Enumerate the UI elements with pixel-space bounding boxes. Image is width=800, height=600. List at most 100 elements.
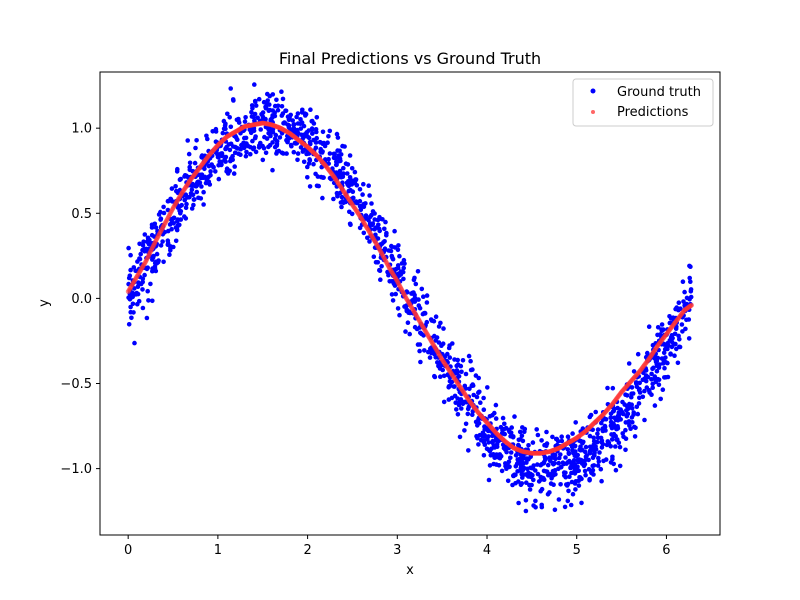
ground-truth-point bbox=[470, 367, 475, 372]
ground-truth-point bbox=[140, 305, 146, 311]
ground-truth-point bbox=[281, 151, 286, 156]
ground-truth-point bbox=[183, 205, 189, 211]
ground-truth-point bbox=[307, 157, 312, 162]
ground-truth-point bbox=[337, 171, 343, 177]
ground-truth-point bbox=[132, 340, 137, 346]
ground-truth-point bbox=[523, 508, 529, 514]
ground-truth-point bbox=[503, 461, 508, 466]
ground-truth-point bbox=[688, 294, 694, 300]
ground-truth-point bbox=[665, 374, 671, 380]
ground-truth-point bbox=[428, 317, 434, 322]
ground-truth-point bbox=[655, 332, 660, 338]
ground-truth-point bbox=[266, 130, 271, 136]
ground-truth-point bbox=[508, 455, 513, 461]
ground-truth-point bbox=[525, 457, 531, 462]
ground-truth-point bbox=[367, 193, 372, 198]
ground-truth-point bbox=[228, 86, 233, 91]
ground-truth-point bbox=[231, 171, 237, 176]
ground-truth-point bbox=[609, 432, 614, 437]
ground-truth-point bbox=[465, 411, 471, 417]
ground-truth-point bbox=[608, 415, 613, 421]
ground-truth-point bbox=[187, 160, 193, 166]
ground-truth-point bbox=[213, 129, 219, 134]
ground-truth-point bbox=[195, 179, 200, 185]
ground-truth-point bbox=[384, 233, 389, 238]
ground-truth-point bbox=[149, 225, 155, 230]
ground-truth-point bbox=[662, 375, 667, 380]
ground-truth-point bbox=[238, 152, 243, 157]
ground-truth-point bbox=[619, 410, 624, 416]
ground-truth-point bbox=[441, 373, 447, 379]
ground-truth-point bbox=[617, 416, 622, 422]
ground-truth-point bbox=[659, 328, 665, 334]
ground-truth-point bbox=[171, 221, 176, 226]
ground-truth-point bbox=[460, 401, 466, 407]
axes-frame bbox=[99, 71, 721, 536]
ground-truth-point bbox=[183, 192, 189, 197]
ground-truth-point bbox=[352, 169, 358, 175]
ground-truth-point bbox=[521, 455, 527, 461]
ground-truth-point bbox=[343, 161, 349, 166]
ground-truth-point bbox=[547, 455, 552, 461]
ground-truth-point bbox=[397, 312, 402, 318]
ground-truth-point bbox=[547, 490, 552, 495]
ground-truth-point bbox=[348, 187, 353, 193]
ground-truth-point bbox=[173, 184, 178, 189]
ground-truth-point bbox=[493, 416, 499, 421]
ground-truth-point bbox=[658, 396, 663, 402]
ground-truth-point bbox=[486, 448, 492, 453]
ground-truth-point bbox=[339, 204, 344, 210]
ground-truth-point bbox=[295, 157, 300, 163]
ground-truth-point bbox=[349, 182, 355, 187]
ground-truth-point bbox=[298, 126, 304, 131]
ground-truth-point bbox=[471, 392, 477, 398]
ground-truth-point bbox=[513, 464, 519, 469]
ground-truth-point bbox=[655, 355, 661, 361]
ground-truth-point bbox=[187, 164, 192, 170]
ground-truth-point bbox=[628, 426, 633, 432]
ground-truth-point bbox=[528, 465, 533, 471]
ground-truth-point bbox=[295, 131, 301, 136]
ground-truth-point bbox=[206, 163, 212, 169]
ground-truth-point bbox=[223, 154, 229, 160]
ground-truth-point bbox=[252, 135, 258, 141]
ground-truth-point bbox=[598, 466, 604, 472]
ground-truth-point bbox=[624, 393, 630, 398]
ground-truth-point bbox=[662, 365, 667, 371]
ground-truth-point bbox=[416, 297, 421, 302]
ground-truth-point bbox=[395, 306, 401, 311]
ground-truth-point bbox=[126, 322, 132, 327]
ground-truth-point bbox=[581, 439, 586, 445]
ground-truth-point bbox=[433, 314, 439, 320]
ground-truth-point bbox=[262, 134, 267, 140]
ground-truth-point bbox=[322, 143, 328, 149]
ground-truth-point bbox=[468, 358, 473, 364]
ground-truth-point bbox=[492, 445, 497, 450]
ground-truth-point bbox=[169, 199, 175, 204]
ground-truth-point bbox=[636, 401, 642, 406]
ground-truth-point bbox=[684, 295, 690, 301]
ground-truth-point bbox=[599, 438, 605, 444]
ground-truth-point bbox=[635, 351, 641, 357]
ground-truth-point bbox=[389, 253, 395, 259]
ground-truth-point bbox=[632, 424, 637, 430]
ground-truth-point bbox=[569, 462, 574, 468]
ground-truth-point bbox=[158, 243, 164, 248]
ground-truth-point bbox=[250, 138, 255, 144]
ground-truth-point bbox=[579, 500, 584, 506]
ground-truth-point bbox=[334, 131, 340, 137]
ground-truth-point bbox=[610, 454, 615, 460]
ground-truth-point bbox=[230, 97, 236, 102]
ground-truth-point bbox=[138, 251, 143, 257]
ground-truth-point bbox=[412, 292, 417, 298]
ground-truth-point bbox=[457, 434, 463, 440]
ground-truth-point bbox=[417, 348, 422, 354]
ground-truth-point bbox=[582, 458, 588, 463]
ground-truth-point bbox=[433, 355, 439, 360]
ground-truth-point bbox=[192, 183, 198, 189]
ground-truth-point bbox=[668, 352, 673, 357]
ground-truth-point bbox=[516, 500, 521, 506]
ground-truth-point bbox=[531, 477, 536, 483]
plot-area bbox=[125, 82, 694, 514]
ground-truth-point bbox=[535, 471, 541, 477]
